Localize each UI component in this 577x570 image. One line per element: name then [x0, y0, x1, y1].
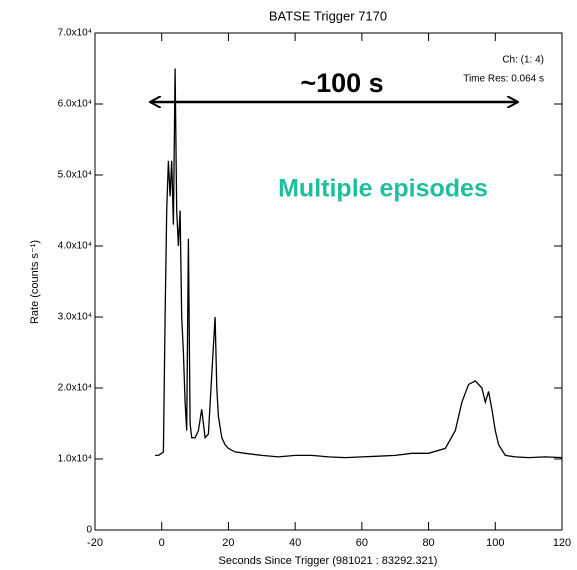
x-tick-label: 100 — [486, 537, 504, 549]
annotation: Multiple episodes — [278, 175, 488, 203]
x-tick-label: -20 — [87, 537, 103, 549]
y-tick-label: 7.0x10⁴ — [58, 28, 92, 39]
y-tick-label: 1.0x10⁴ — [58, 454, 92, 465]
y-tick-label: 2.0x10⁴ — [58, 383, 92, 394]
y-tick-label: 0 — [86, 525, 92, 536]
annotation: Time Res: 0.064 s — [463, 74, 544, 85]
annotation: Ch: (1: 4) — [502, 55, 544, 66]
light-curve — [155, 68, 563, 459]
y-axis-label: Rate (counts s⁻¹) — [29, 240, 41, 324]
x-axis-label: Seconds Since Trigger (981021 : 83292.32… — [219, 555, 438, 567]
x-tick-label: 80 — [422, 537, 434, 549]
y-tick-label: 6.0x10⁴ — [58, 99, 92, 110]
x-tick-label: 20 — [222, 537, 234, 549]
x-tick-label: 0 — [159, 537, 165, 549]
x-tick-label: 120 — [553, 537, 571, 549]
x-tick-label: 60 — [356, 537, 368, 549]
x-tick-label: 40 — [289, 537, 301, 549]
y-tick-label: 5.0x10⁴ — [58, 170, 92, 181]
chart-title: BATSE Trigger 7170 — [269, 8, 387, 23]
annotation: ~100 s — [300, 68, 383, 98]
plot-frame — [94, 32, 563, 531]
y-tick-label: 4.0x10⁴ — [58, 241, 92, 252]
y-tick-label: 3.0x10⁴ — [58, 312, 92, 323]
